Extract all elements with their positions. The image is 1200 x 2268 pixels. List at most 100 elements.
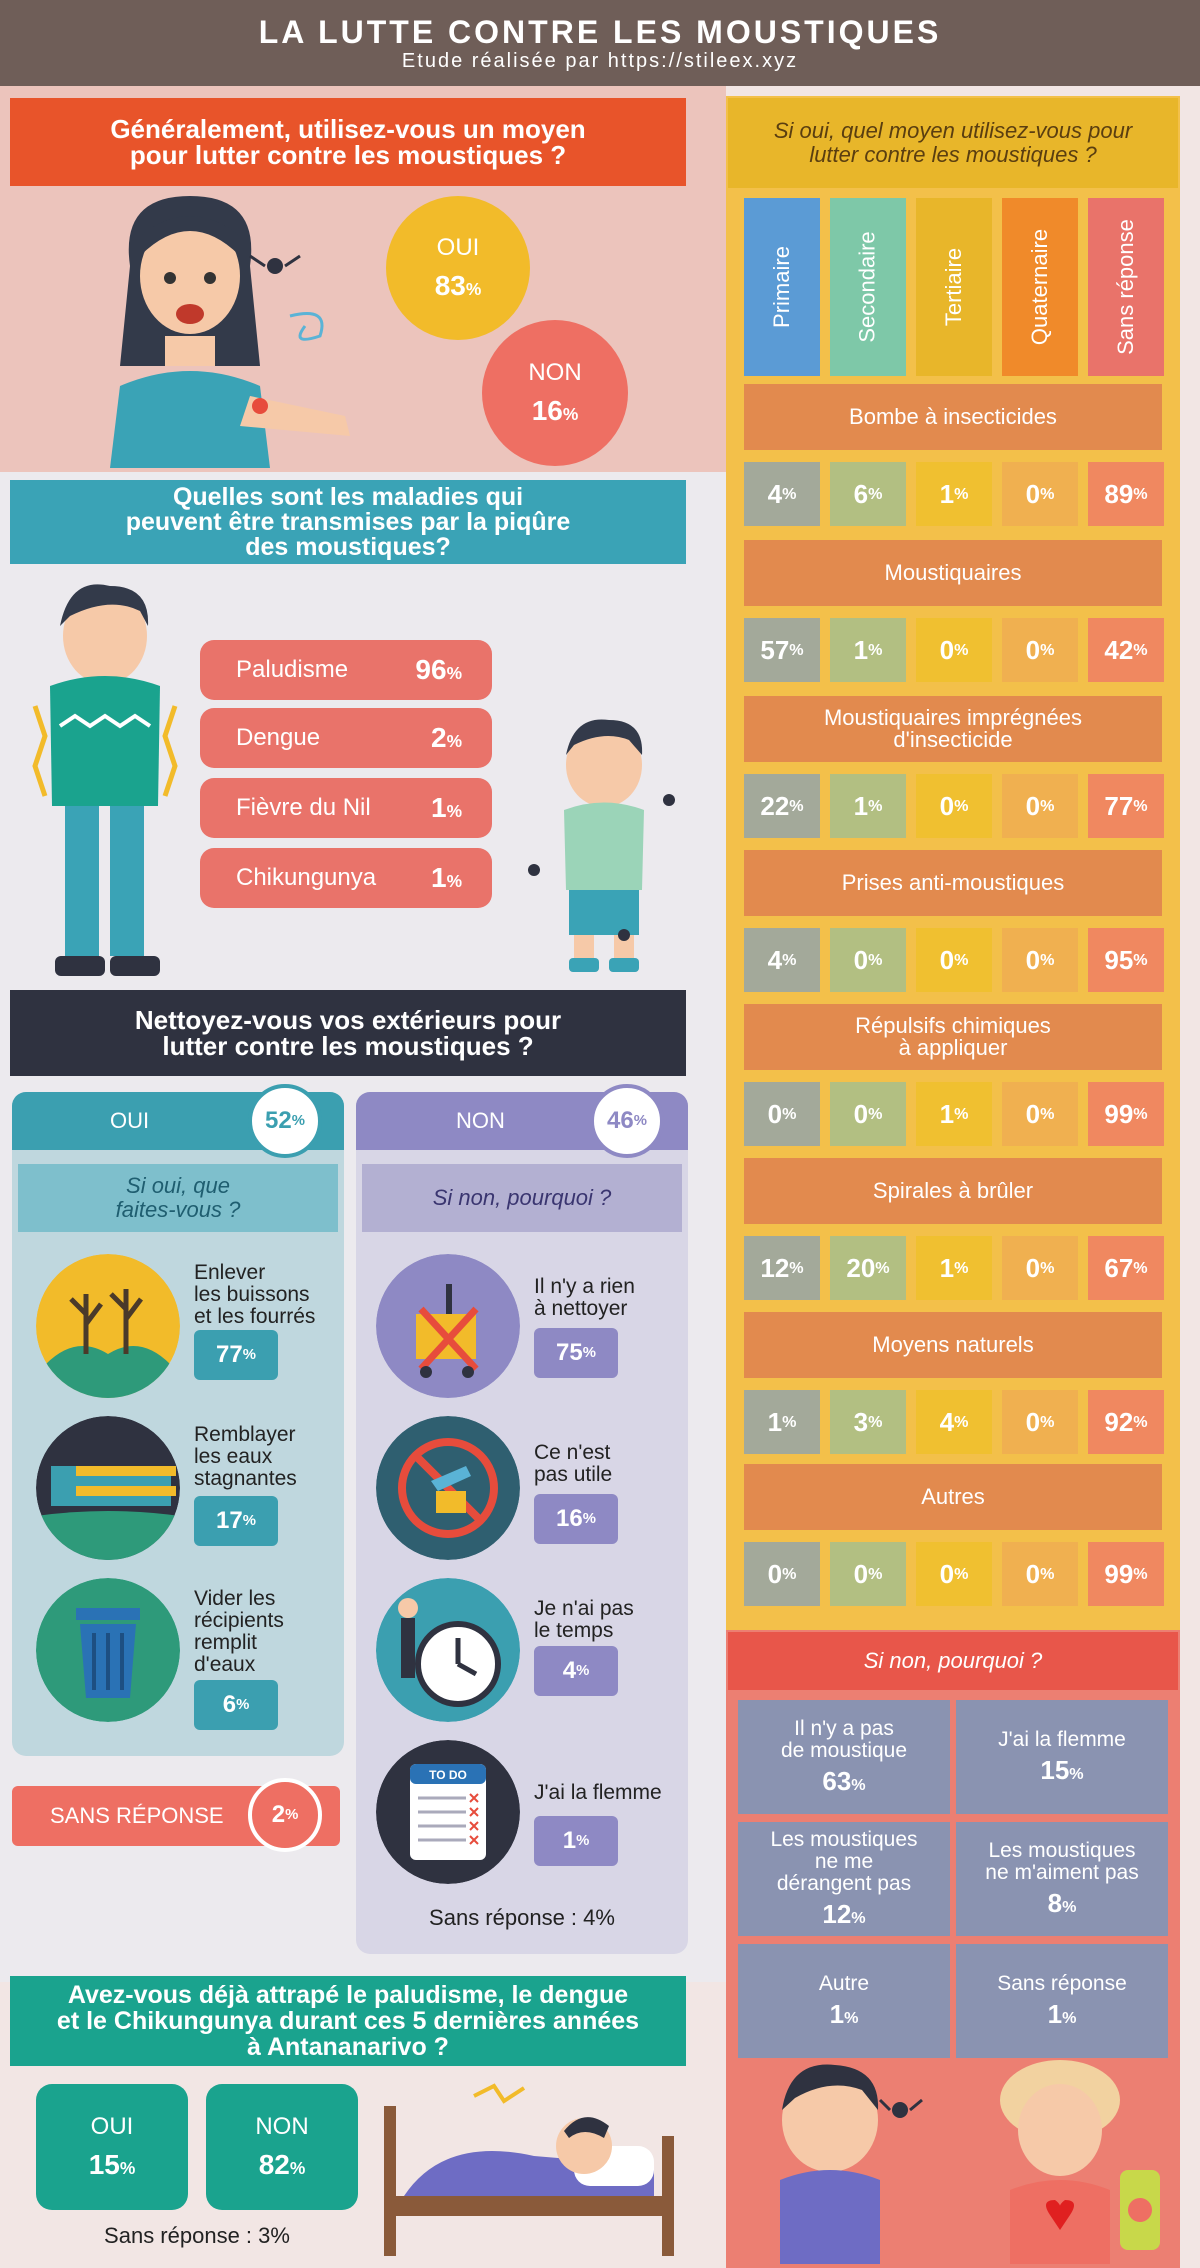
- q3-oui-item-badge: 6%: [194, 1680, 278, 1730]
- q3-non-value-ring: 46%: [590, 1084, 664, 1158]
- means-row-label: Moustiquaires: [744, 540, 1162, 606]
- disease-name: Fièvre du Nil: [236, 794, 371, 821]
- means-column-header: Tertiaire: [916, 198, 992, 376]
- q2-question-line3: des moustiques?: [245, 532, 451, 561]
- q4-question: Avez-vous déjà attrapé le paludisme, le …: [10, 1976, 686, 2066]
- q1-question-line1: Généralement, utilisez-vous un moyen: [110, 114, 586, 144]
- means-cell: 0%: [1002, 618, 1078, 682]
- means-row-label: Moustiquaires imprégnées d'insecticide: [744, 696, 1162, 762]
- means-cell: 20%: [830, 1236, 906, 1300]
- q1-question: Généralement, utilisez-vous un moyen pou…: [10, 98, 686, 186]
- means-cell: 1%: [830, 774, 906, 838]
- means-cell: 1%: [830, 618, 906, 682]
- means-cell: 3%: [830, 1390, 906, 1454]
- means-cell: 0%: [744, 1082, 820, 1146]
- q1-question-line2: pour lutter contre les moustiques ?: [129, 140, 567, 170]
- kids-repellent-illustration: [780, 2060, 1160, 2264]
- means-column-header: Primaire: [744, 198, 820, 376]
- q2-question-line2: peuvent être transmises par la piqûre: [125, 507, 571, 536]
- q3-question: Nettoyez-vous vos extérieurs pour lutter…: [10, 990, 686, 1076]
- means-cell: 0%: [830, 1082, 906, 1146]
- sick-in-bed-illustration: [384, 2083, 674, 2256]
- q4-sans-reponse: Sans réponse : 3%: [104, 2223, 290, 2248]
- means-cell: 77%: [1088, 774, 1164, 838]
- q3-sans-reponse-value: 2: [271, 1801, 286, 1828]
- q1-non-value: 16: [531, 395, 563, 426]
- disease-name: Paludisme: [236, 656, 349, 683]
- means-cell: 0%: [1002, 462, 1078, 526]
- q3-question-line1: Nettoyez-vous vos extérieurs pour: [134, 1005, 562, 1035]
- q3-oui-item-badge: 77%: [194, 1330, 278, 1380]
- means-cell: 4%: [744, 928, 820, 992]
- q3-non-item-badge: 75%: [534, 1328, 618, 1378]
- disease-item: Paludisme 96%: [200, 640, 492, 700]
- q3-oui-value-ring: 52%: [248, 1084, 322, 1158]
- q3-oui-subtitle: Si oui, que faites-vous ?: [18, 1164, 338, 1232]
- why-not-item: Les moustiques ne m'aiment pas 8%: [956, 1822, 1168, 1936]
- why-not-item: Il n'y a pas de moustique 63%: [738, 1700, 950, 1814]
- means-cell: 1%: [916, 1236, 992, 1300]
- disease-item: Fièvre du Nil 1%: [200, 778, 492, 838]
- means-cell: 0%: [1002, 1236, 1078, 1300]
- q3-question-line2: lutter contre les moustiques ?: [162, 1031, 534, 1061]
- disease-item: Chikungunya 1%: [200, 848, 492, 908]
- means-row-label: Moyens naturels: [744, 1312, 1162, 1378]
- means-cell: 0%: [1002, 774, 1078, 838]
- q3-non-item-text: Il n'y a rien à nettoyer: [534, 1275, 635, 1320]
- todo-label: TO DO: [429, 1768, 467, 1782]
- means-cell: 6%: [830, 462, 906, 526]
- q3-non-item-text: Ce n'est pas utile: [534, 1441, 613, 1486]
- disease-value: 2: [430, 722, 447, 753]
- why-not-item: Sans réponse 1%: [956, 1944, 1168, 2058]
- q3-non-sans-reponse: Sans réponse : 4%: [429, 1905, 615, 1930]
- means-cell: 0%: [1002, 1082, 1078, 1146]
- stagnant-water-icon: [36, 1416, 180, 1560]
- q4-non-box: NON 82%: [206, 2084, 358, 2210]
- means-row-label: Spirales à brûler: [744, 1158, 1162, 1224]
- means-cell: 0%: [916, 1542, 992, 1606]
- disease-name: Dengue: [236, 724, 321, 751]
- means-cell: 0%: [916, 928, 992, 992]
- q3-non-item-badge: 16%: [534, 1494, 618, 1544]
- means-cell: 92%: [1088, 1390, 1164, 1454]
- disease-value: 96: [415, 654, 447, 685]
- q3-oui-label: OUI: [110, 1108, 150, 1133]
- means-row-label: Bombe à insecticides: [744, 384, 1162, 450]
- means-cell: 0%: [1002, 1390, 1078, 1454]
- means-cell: 57%: [744, 618, 820, 682]
- means-cell: 0%: [830, 1542, 906, 1606]
- sick-boy-illustration: [32, 584, 178, 976]
- means-cell: 22%: [744, 774, 820, 838]
- page-subtitle: Etude réalisée par https://stileex.xyz: [401, 50, 799, 72]
- trash-bin-icon: [36, 1578, 180, 1722]
- why-not-item: J'ai la flemme 15%: [956, 1700, 1168, 1814]
- not-useful-icon: [376, 1416, 520, 1560]
- q3-sans-reponse-ring: 2%: [248, 1778, 322, 1852]
- page-title: LA LUTTE CONTRE LES MOUSTIQUES: [258, 14, 942, 50]
- why-not-item: Les moustiques ne me dérangent pas 12%: [738, 1822, 950, 1936]
- q3-non-item-badge: 1%: [534, 1816, 618, 1866]
- means-cell: 99%: [1088, 1082, 1164, 1146]
- means-cell: 0%: [916, 618, 992, 682]
- q4-oui-box: OUI 15%: [36, 2084, 188, 2210]
- q1-oui-label: OUI: [436, 234, 480, 261]
- disease-name: Chikungunya: [236, 864, 377, 891]
- q3-non-item-text: J'ai la flemme: [534, 1781, 662, 1804]
- means-cell: 0%: [916, 774, 992, 838]
- q3-non-item-badge: 4%: [534, 1646, 618, 1696]
- means-cell: 0%: [1002, 1542, 1078, 1606]
- q3-non-item-text: Je n'ai pas le temps: [534, 1597, 634, 1642]
- means-row-label: Répulsifs chimiques à appliquer: [744, 1004, 1162, 1070]
- q3-oui-item-text: Remblayer les eaux stagnantes: [194, 1423, 297, 1490]
- means-column-header: Sans réponse: [1088, 198, 1164, 376]
- means-row-label: Prises anti-moustiques: [744, 850, 1162, 916]
- means-cell: 42%: [1088, 618, 1164, 682]
- q3-oui-item-badge: 17%: [194, 1496, 278, 1546]
- q1-non-circle: NON 16%: [482, 320, 628, 466]
- why-not-title: Si non, pourquoi ?: [728, 1632, 1178, 1690]
- means-cell: 95%: [1088, 928, 1164, 992]
- means-cell: 0%: [830, 928, 906, 992]
- means-cell: 1%: [744, 1390, 820, 1454]
- q3-oui-item-text: Enlever les buissons et les fourrés: [194, 1261, 316, 1328]
- means-cell: 0%: [744, 1542, 820, 1606]
